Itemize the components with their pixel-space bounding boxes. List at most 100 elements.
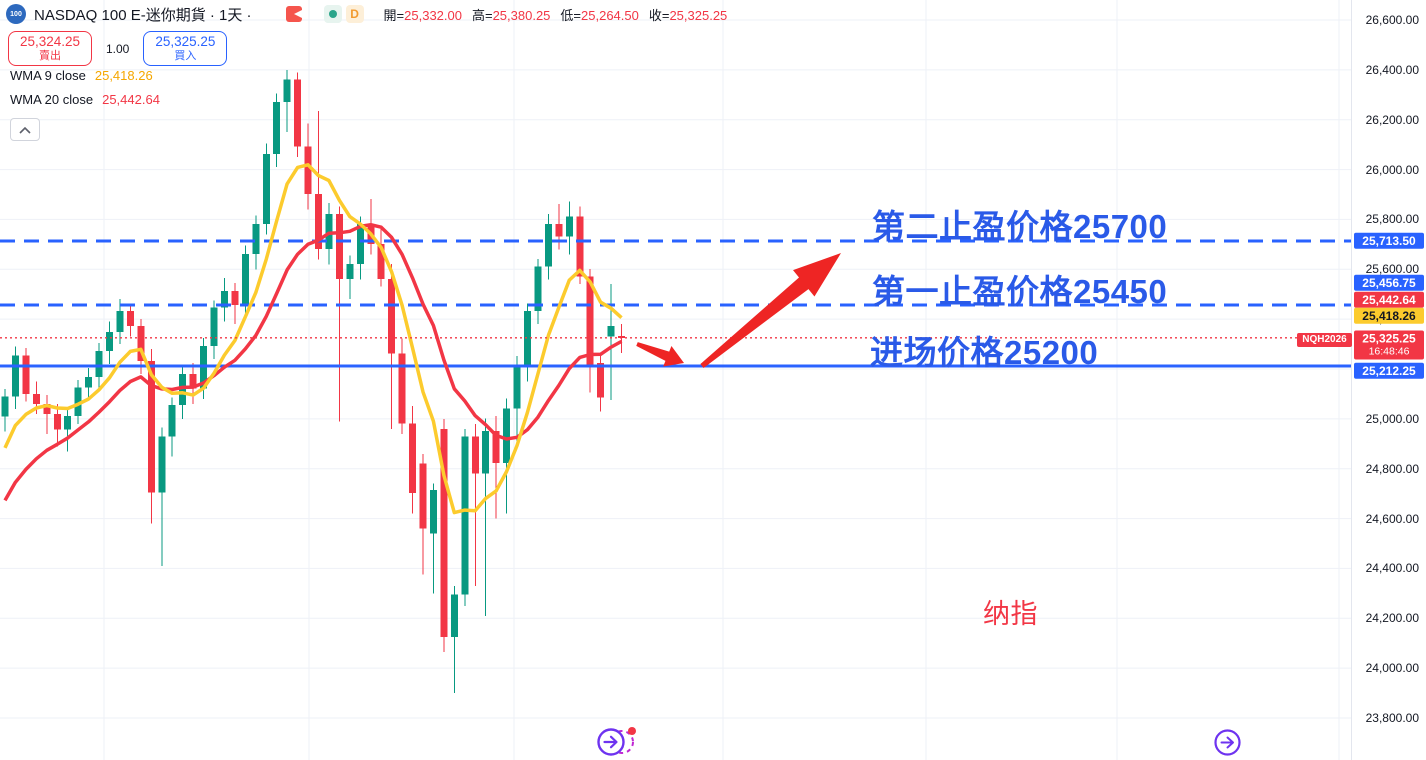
axis-tick: 23,800.00: [1365, 711, 1419, 725]
candle: [388, 278, 396, 354]
axis-tick: 25,000.00: [1365, 411, 1419, 426]
candle: [607, 326, 615, 337]
text-drawing[interactable]: 第二止盈价格25700: [872, 208, 1168, 245]
candle: [126, 311, 134, 327]
ohlc-readout: 開=25,332.00 高=25,380.25 低=25,264.50 收=25,32…: [384, 5, 728, 24]
axis-tick: 24,000.00: [1365, 661, 1419, 676]
buy-button[interactable]: 25,325.25 買入: [143, 31, 228, 66]
candle: [335, 213, 343, 279]
sell-label: 賣出: [39, 49, 61, 62]
candle: [524, 311, 531, 367]
candle: [11, 355, 19, 397]
spread-value: 1.00: [106, 41, 130, 56]
axis-tick: 24,600.00: [1365, 511, 1419, 526]
text-drawing[interactable]: 进场价格25200: [870, 334, 1099, 371]
ohlc-segment: 收=25,325.25: [648, 7, 728, 23]
candle: [513, 366, 521, 409]
axis-tick: 24,400.00: [1365, 561, 1419, 576]
candle: [482, 430, 490, 474]
candle: [22, 355, 30, 394]
indicator-legend: WMA 9 close 25,418.26 WMA 20 close 25,44…: [10, 68, 160, 116]
candle: [241, 253, 249, 305]
interval-chip[interactable]: D: [345, 5, 364, 23]
buy-price: 25,325.25: [155, 34, 216, 50]
contract-label: NQH2026: [1297, 333, 1352, 347]
symbol-title[interactable]: NASDAQ 100 E-迷你期貨 · 1天 ·: [34, 6, 252, 24]
axis-tick: 26,000.00: [1365, 162, 1419, 177]
candle: [534, 266, 542, 312]
price-axis[interactable]: 26,600.00 26,400.00 26,200.00 26,000.00 25,8…: [1351, 0, 1426, 760]
candle: [147, 361, 155, 493]
wma9-line: [3, 163, 623, 515]
axis-tick: 26,600.00: [1365, 13, 1419, 27]
wma20-value: 25,442.64: [102, 92, 160, 107]
candle: [273, 101, 281, 155]
candle: [565, 216, 573, 237]
countdown-timer: 16:48:46: [1368, 345, 1410, 358]
axis-tick: 25,600.00: [1365, 262, 1419, 277]
candle: [492, 430, 500, 464]
sell-price: 25,324.25: [19, 34, 81, 50]
candle: [409, 423, 417, 494]
sell-button[interactable]: 25,324.25 賣出: [8, 31, 92, 66]
candle: [419, 463, 427, 529]
candle: [283, 79, 291, 102]
drawing-anchor-icon[interactable]: [1213, 728, 1242, 760]
candle: [356, 223, 364, 264]
candle: [618, 336, 626, 338]
candle: [555, 223, 563, 237]
wma20-name: WMA 20 close: [10, 92, 94, 107]
candle: [116, 311, 124, 333]
text-drawing[interactable]: 第一止盈价格25450: [872, 273, 1168, 310]
candlestick-series: [1, 69, 626, 694]
candle: [440, 428, 448, 637]
axis-tick: 26,400.00: [1365, 62, 1419, 77]
drawing-anchor-icon-with-alert[interactable]: [595, 725, 643, 760]
wma20-legend-row[interactable]: WMA 20 close 25,442.64: [10, 92, 160, 107]
buy-label: 買入: [174, 49, 197, 62]
price-badge: 25,418.26: [1354, 307, 1424, 325]
candle: [158, 436, 166, 493]
ohlc-segment: 開=25,332.00: [383, 7, 462, 23]
candle: [586, 276, 594, 366]
candle: [53, 413, 61, 430]
candle: [461, 436, 469, 595]
candle: [576, 216, 584, 277]
candle: [346, 263, 354, 279]
text-drawing[interactable]: 纳指: [983, 599, 1038, 629]
candle: [106, 332, 113, 352]
price-badge: 25,442.64: [1354, 291, 1424, 309]
axis-tick: 25,800.00: [1365, 212, 1419, 227]
candle: [43, 403, 51, 414]
candle: [252, 223, 260, 254]
arrow-drawing[interactable]: [691, 240, 851, 379]
chevron-up-icon: [19, 126, 31, 134]
price-badge: 25,456.75: [1354, 274, 1424, 292]
candle: [210, 307, 218, 347]
candle: [220, 291, 228, 308]
candle: [74, 387, 82, 416]
candle: [471, 436, 479, 474]
wma9-legend-row[interactable]: WMA 9 close 25,418.26: [10, 68, 160, 83]
axis-tick: 24,200.00: [1365, 611, 1419, 626]
candle: [325, 213, 333, 249]
candle: [189, 373, 197, 389]
wma9-value: 25,418.26: [94, 68, 153, 83]
axis-tick: 26,200.00: [1365, 112, 1419, 127]
candle: [64, 415, 72, 430]
candle: [179, 373, 187, 406]
collapse-legend-button[interactable]: [10, 118, 40, 141]
price-badge: 25,212.25: [1354, 362, 1424, 380]
chart-header: 100 NASDAQ 100 E-迷你期貨 · 1天 · D 開=25,332.…: [0, 0, 727, 28]
candle: [597, 363, 605, 398]
candle: [168, 405, 176, 437]
candle-style-icon[interactable]: [285, 6, 302, 22]
arrow-drawing[interactable]: [633, 334, 688, 373]
status-dot-chip: [323, 5, 342, 23]
axis-tick: 24,800.00: [1365, 461, 1419, 476]
order-panel: 25,324.25 賣出 1.00 25,325.25 買入: [8, 31, 228, 66]
candle: [231, 291, 239, 305]
candle: [544, 223, 552, 267]
